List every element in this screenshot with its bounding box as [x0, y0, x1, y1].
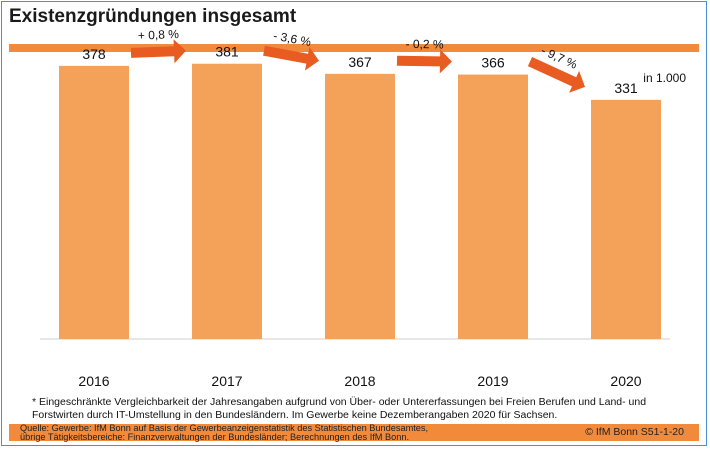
unit-label: in 1.000 — [643, 71, 686, 85]
title-accent-bar — [9, 44, 699, 52]
value-label-2017: 381 — [215, 44, 239, 60]
source-line-1: Quelle: Gewerbe: IfM Bonn auf Basis der … — [20, 423, 429, 433]
value-label-2016: 378 — [82, 46, 106, 62]
change-label-1: + 0,8 % — [138, 27, 180, 43]
category-label-2020: 2020 — [610, 373, 641, 389]
value-label-2018: 367 — [348, 54, 372, 70]
value-label-2019: 366 — [481, 55, 505, 71]
source-line-2: übrige Tätigkeitsbereiche: Finanzverwalt… — [20, 431, 410, 442]
bar-2019 — [458, 74, 528, 339]
bar-2017 — [192, 63, 262, 339]
change-label-2: - 3,6 % — [272, 29, 312, 50]
change-arrow-2 — [263, 45, 319, 71]
change-label-3: - 0,2 % — [405, 37, 444, 52]
value-label-2020: 331 — [614, 80, 638, 96]
category-label-2019: 2019 — [477, 373, 508, 389]
bar-2020 — [591, 99, 661, 339]
credit-text: © IfM Bonn S51-1-20 — [585, 426, 684, 438]
bar-2016 — [59, 65, 129, 340]
source-bar — [9, 424, 699, 441]
source-text: Quelle: Gewerbe: IfM Bonn auf Basis der … — [20, 424, 428, 441]
change-arrow-1 — [130, 39, 186, 64]
category-label-2016: 2016 — [78, 373, 109, 389]
change-arrow-4 — [527, 57, 585, 93]
category-label-2018: 2018 — [344, 373, 375, 389]
chart-title: Existenzgründungen insgesamt — [9, 6, 297, 27]
change-arrow-3 — [396, 49, 452, 74]
bar-2018 — [325, 73, 395, 339]
category-label-2017: 2017 — [211, 373, 242, 389]
footnote: * Eingeschränkte Vergleichbarkeit der Ja… — [32, 396, 647, 421]
